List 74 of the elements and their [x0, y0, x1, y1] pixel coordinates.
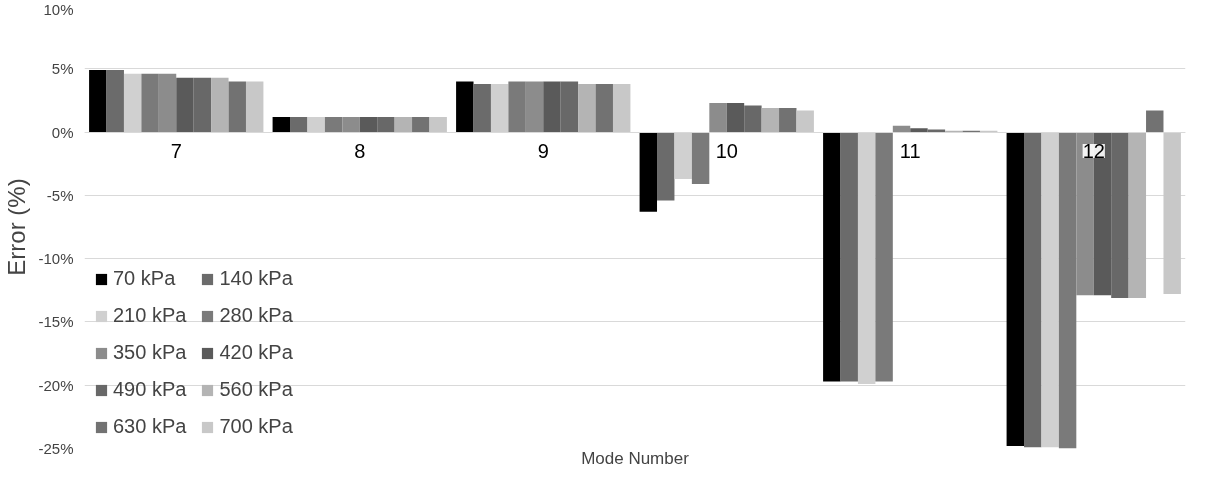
x-tick-label: 7	[170, 140, 182, 163]
bar	[158, 73, 177, 133]
legend-label: 210 kPa	[113, 304, 187, 327]
bar	[141, 73, 159, 133]
y-tick-label: -15%	[38, 313, 74, 331]
bar	[1163, 132, 1181, 295]
legend-label: 420 kPa	[219, 341, 293, 364]
bar	[796, 110, 814, 133]
bar	[1024, 132, 1042, 448]
y-axis-title: Error (%)	[3, 178, 31, 276]
bar	[840, 132, 858, 382]
bar	[578, 83, 596, 133]
bar	[106, 70, 124, 133]
legend-label: 280 kPa	[219, 304, 293, 327]
bar	[639, 132, 658, 212]
bar	[612, 83, 631, 133]
bar	[272, 116, 291, 133]
bar	[657, 132, 675, 201]
y-tick-label: 5%	[51, 60, 74, 78]
bar	[211, 77, 229, 133]
bar	[359, 116, 378, 133]
legend-label: 70 kPa	[113, 267, 176, 290]
bar	[473, 83, 491, 133]
bar	[691, 132, 710, 184]
bar	[892, 125, 911, 133]
bar	[1006, 132, 1025, 446]
bar	[342, 116, 360, 133]
x-tick-label: 8	[354, 140, 366, 163]
bar	[1111, 132, 1129, 298]
x-axis-title: Mode Number	[581, 448, 690, 468]
bar	[324, 116, 343, 133]
bar	[176, 77, 194, 133]
bar	[290, 116, 308, 133]
y-tick-label: 10%	[43, 0, 74, 18]
legend-label: 140 kPa	[219, 267, 293, 290]
bar	[429, 116, 447, 133]
bar	[193, 77, 212, 133]
x-tick-label: 11	[899, 140, 921, 163]
bar	[1058, 132, 1077, 449]
bar	[875, 132, 893, 382]
bar	[394, 116, 413, 133]
bar	[456, 81, 474, 133]
bar	[761, 108, 780, 133]
bar	[543, 81, 561, 133]
bar	[525, 81, 544, 133]
bar	[412, 116, 430, 133]
legend-label: 350 kPa	[113, 341, 187, 364]
bar	[1146, 110, 1164, 133]
bar	[595, 83, 613, 133]
bar	[560, 81, 579, 133]
bar	[726, 102, 745, 133]
bar	[1128, 132, 1147, 298]
bar	[228, 81, 246, 133]
y-tick-label: 0%	[51, 123, 74, 141]
y-tick-label: -10%	[38, 250, 74, 268]
bar	[89, 70, 107, 133]
y-tick-label: -5%	[46, 186, 74, 204]
x-tick-label: 10	[715, 140, 738, 163]
y-tick-label: -25%	[38, 440, 74, 457]
legend-label: 560 kPa	[219, 378, 293, 401]
bar	[245, 81, 264, 133]
bar	[823, 132, 841, 382]
legend-label: 630 kPa	[113, 415, 187, 438]
bar	[910, 128, 928, 133]
bar	[779, 108, 797, 133]
bar	[709, 102, 727, 133]
bar	[744, 105, 762, 133]
x-tick-label: 12	[1082, 140, 1105, 163]
legend-label: 490 kPa	[113, 378, 187, 401]
x-tick-label: 9	[537, 140, 549, 163]
bar	[508, 81, 526, 133]
y-tick-label: -20%	[38, 376, 74, 394]
bar	[377, 116, 395, 133]
legend-label: 700 kPa	[219, 415, 293, 438]
